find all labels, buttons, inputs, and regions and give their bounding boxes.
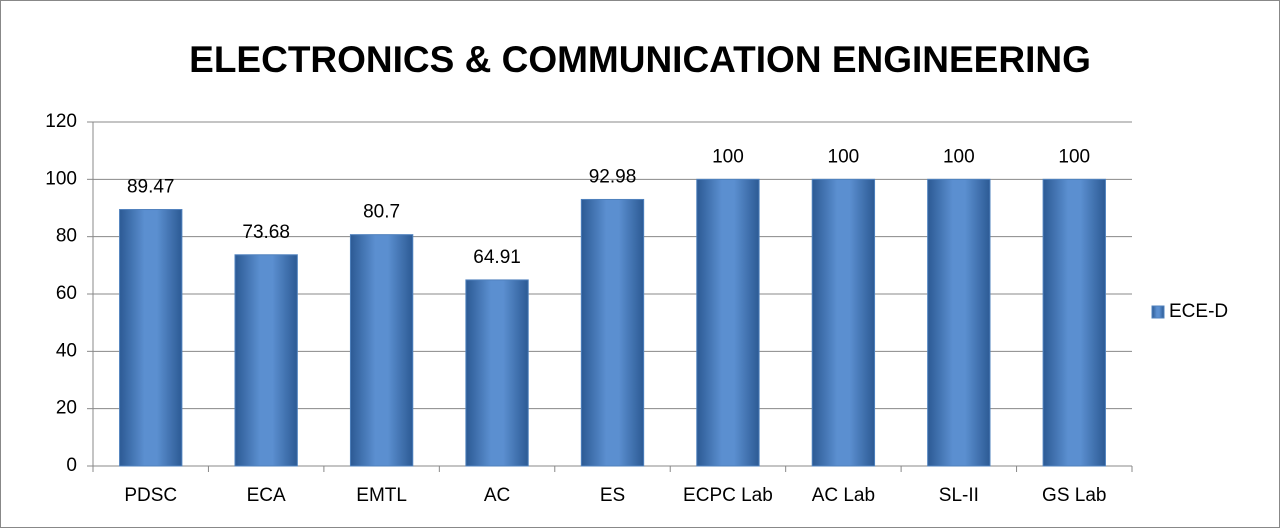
- legend-swatch: [1151, 305, 1165, 319]
- y-tick-label: 100: [45, 168, 77, 189]
- y-tick-label: 20: [56, 398, 77, 419]
- data-label: 100: [1058, 146, 1090, 167]
- x-tick-label: ECA: [247, 485, 286, 506]
- bar: [349, 234, 414, 467]
- data-label: 100: [712, 146, 744, 167]
- bar: [1042, 178, 1106, 467]
- data-label: 100: [828, 146, 860, 167]
- data-label: 80.7: [363, 202, 400, 223]
- x-tick-label: EMTL: [356, 485, 407, 506]
- bar: [927, 178, 991, 467]
- chart-title: ELECTRONICS & COMMUNICATION ENGINEERING: [189, 39, 1091, 80]
- bar: [580, 198, 645, 467]
- y-tick-label: 0: [66, 455, 77, 476]
- x-tick-label: AC: [484, 485, 510, 506]
- legend-label: ECE-D: [1169, 301, 1228, 322]
- bar: [811, 178, 876, 467]
- x-tick-label: GS Lab: [1042, 485, 1106, 506]
- y-tick-label: 80: [56, 226, 77, 247]
- x-tick-label: PDSC: [124, 485, 177, 506]
- x-tick-label: ES: [600, 485, 625, 506]
- data-label: 92.98: [589, 166, 637, 187]
- bar: [234, 254, 298, 467]
- bar: [465, 279, 529, 467]
- y-tick-label: 60: [56, 283, 77, 304]
- data-label: 64.91: [473, 247, 521, 268]
- y-tick-label: 40: [56, 340, 77, 361]
- data-label: 73.68: [242, 222, 290, 243]
- x-tick-label: SL-II: [939, 485, 979, 506]
- bar: [696, 178, 760, 467]
- y-tick-label: 120: [45, 111, 77, 132]
- bar: [119, 209, 183, 467]
- data-label: 89.47: [127, 177, 175, 198]
- x-tick-label: ECPC Lab: [683, 485, 773, 506]
- data-label: 100: [943, 146, 975, 167]
- x-tick-label: AC Lab: [812, 485, 875, 506]
